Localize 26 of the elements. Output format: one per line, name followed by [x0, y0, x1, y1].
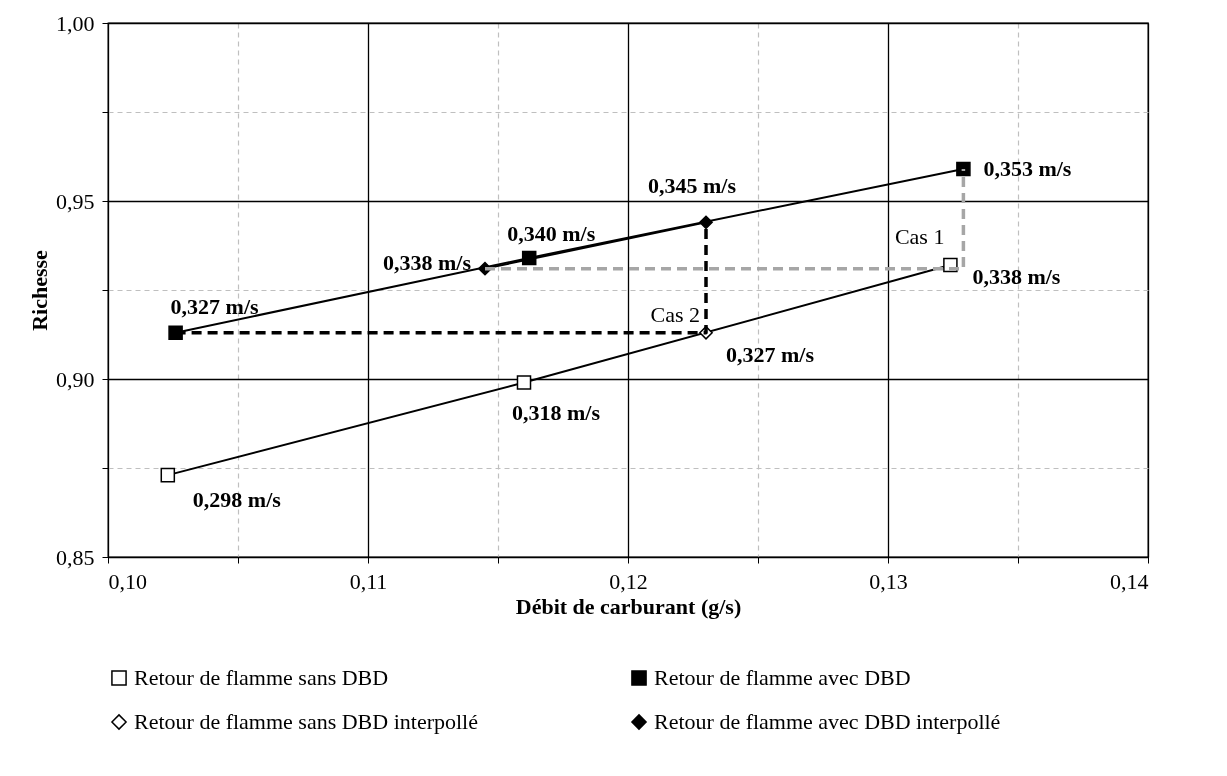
annotation: 0,338 m/s: [972, 264, 1061, 290]
legend-label: Retour de flamme avec DBD: [654, 665, 911, 690]
annotation: Cas 1: [894, 224, 945, 250]
annotation: Cas 2: [650, 301, 700, 327]
annotation: 0,340 m/s: [507, 220, 596, 246]
annotation: 0,345 m/s: [648, 173, 737, 199]
y-tick-label: 0,85: [56, 544, 95, 570]
x-tick-label: 0,10: [108, 568, 147, 594]
y-tick-label: 0,95: [56, 188, 95, 214]
legend-label: Retour de flamme sans DBD: [134, 665, 389, 690]
y-tick-label: 0,90: [56, 366, 95, 392]
x-tick-label: 0,13: [869, 568, 908, 594]
annotation: 0,298 m/s: [192, 487, 282, 513]
annotation: 0,318 m/s: [512, 399, 601, 425]
annotation: 0,353 m/s: [983, 155, 1072, 181]
annotation: 0,327 m/s: [726, 341, 815, 367]
x-axis-title: Débit de carburant (g/s): [515, 593, 742, 619]
legend-label: Retour de flamme avec DBD interpollé: [654, 709, 1001, 734]
annotation: 0,327 m/s: [170, 293, 260, 319]
x-tick-label: 0,12: [609, 568, 648, 594]
x-tick-label: 0,14: [1110, 568, 1149, 594]
x-tick-label: 0,11: [349, 568, 388, 594]
annotation: 0,338 m/s: [383, 249, 472, 275]
legend-label: Retour de flamme sans DBD interpollé: [134, 709, 478, 734]
y-tick-label: 1,00: [56, 10, 95, 36]
y-axis-title: Richesse: [27, 249, 52, 331]
